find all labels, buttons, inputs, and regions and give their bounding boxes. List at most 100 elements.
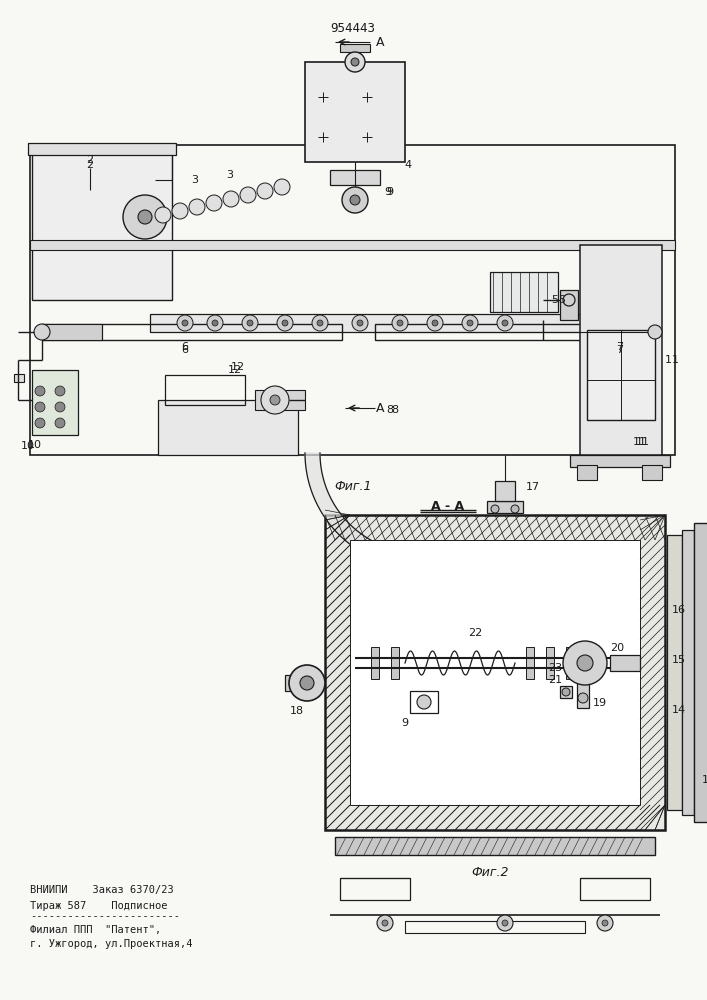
Bar: [28, 143, 176, 155]
Circle shape: [312, 315, 328, 331]
Circle shape: [274, 179, 290, 195]
Bar: [526, 647, 534, 679]
Text: 23: 23: [548, 663, 562, 673]
Circle shape: [55, 418, 65, 428]
Bar: [570, 455, 670, 467]
Circle shape: [55, 386, 65, 396]
Text: 7: 7: [617, 342, 624, 352]
Circle shape: [467, 320, 473, 326]
Bar: [580, 878, 650, 900]
Circle shape: [223, 191, 239, 207]
Bar: [340, 878, 410, 900]
Circle shape: [172, 203, 188, 219]
Bar: [577, 668, 589, 708]
Circle shape: [34, 324, 50, 340]
Bar: [42, 324, 342, 340]
Text: 3: 3: [192, 175, 199, 185]
Bar: [587, 330, 655, 420]
Bar: [642, 465, 662, 480]
Text: А: А: [375, 401, 384, 414]
Text: ------------------------: ------------------------: [30, 911, 180, 921]
Circle shape: [502, 320, 508, 326]
Bar: [330, 170, 380, 185]
Bar: [32, 150, 172, 300]
Bar: [577, 465, 597, 480]
Circle shape: [648, 325, 662, 339]
Circle shape: [282, 320, 288, 326]
Circle shape: [397, 320, 403, 326]
Circle shape: [562, 688, 570, 696]
Circle shape: [212, 320, 218, 326]
Text: 1: 1: [665, 355, 672, 365]
Text: Фиг.1: Фиг.1: [334, 481, 372, 493]
Bar: [305, 62, 405, 162]
Bar: [495, 481, 515, 501]
Circle shape: [177, 315, 193, 331]
Text: 6: 6: [182, 342, 189, 352]
Bar: [150, 314, 590, 332]
Text: 954443: 954443: [330, 21, 375, 34]
Circle shape: [55, 402, 65, 412]
Bar: [165, 375, 245, 405]
Bar: [391, 647, 399, 679]
Bar: [560, 686, 572, 698]
Circle shape: [342, 187, 368, 213]
Bar: [371, 647, 379, 679]
Text: 2: 2: [86, 155, 93, 165]
Bar: [490, 272, 558, 312]
Bar: [14, 374, 24, 382]
Circle shape: [577, 655, 593, 671]
Circle shape: [392, 315, 408, 331]
Text: Фиг.2: Фиг.2: [472, 865, 509, 879]
Circle shape: [189, 199, 205, 215]
Text: 21: 21: [548, 675, 562, 685]
Circle shape: [352, 315, 368, 331]
Text: г. Ужгород, ул.Проектная,4: г. Ужгород, ул.Проектная,4: [30, 939, 192, 949]
Text: 15: 15: [672, 655, 686, 665]
Text: 6: 6: [182, 345, 189, 355]
Text: 20: 20: [610, 643, 624, 653]
Bar: [350, 540, 640, 805]
Text: 9: 9: [402, 718, 409, 728]
Circle shape: [123, 195, 167, 239]
Bar: [405, 921, 585, 933]
Bar: [410, 691, 438, 713]
Text: 10: 10: [28, 440, 42, 450]
Circle shape: [155, 207, 171, 223]
Text: 8: 8: [387, 405, 394, 415]
Bar: [610, 655, 640, 671]
Circle shape: [289, 665, 325, 701]
Bar: [546, 647, 554, 679]
Text: ВНИИПИ    Заказ 6370/23: ВНИИПИ Заказ 6370/23: [30, 885, 174, 895]
Circle shape: [597, 915, 613, 931]
Bar: [335, 837, 655, 855]
Text: 9: 9: [387, 187, 394, 197]
Text: 3: 3: [226, 170, 233, 180]
Text: 4: 4: [404, 160, 411, 170]
Circle shape: [357, 320, 363, 326]
Bar: [560, 290, 578, 320]
Bar: [566, 647, 574, 679]
Circle shape: [511, 505, 519, 513]
Circle shape: [350, 195, 360, 205]
Bar: [340, 44, 370, 52]
Text: 7: 7: [617, 345, 624, 355]
Text: 12: 12: [228, 365, 242, 375]
Circle shape: [382, 920, 388, 926]
Text: 19: 19: [593, 698, 607, 708]
Bar: [30, 145, 675, 455]
Bar: [487, 501, 523, 513]
Circle shape: [563, 641, 607, 685]
Circle shape: [427, 315, 443, 331]
Bar: [580, 245, 662, 455]
Text: 16: 16: [672, 605, 686, 615]
Circle shape: [497, 315, 513, 331]
Circle shape: [432, 320, 438, 326]
Text: 18: 18: [290, 706, 304, 716]
Text: 12: 12: [231, 362, 245, 372]
Circle shape: [277, 315, 293, 331]
Bar: [694, 523, 707, 822]
Bar: [255, 390, 305, 410]
Circle shape: [35, 418, 45, 428]
Circle shape: [497, 915, 513, 931]
